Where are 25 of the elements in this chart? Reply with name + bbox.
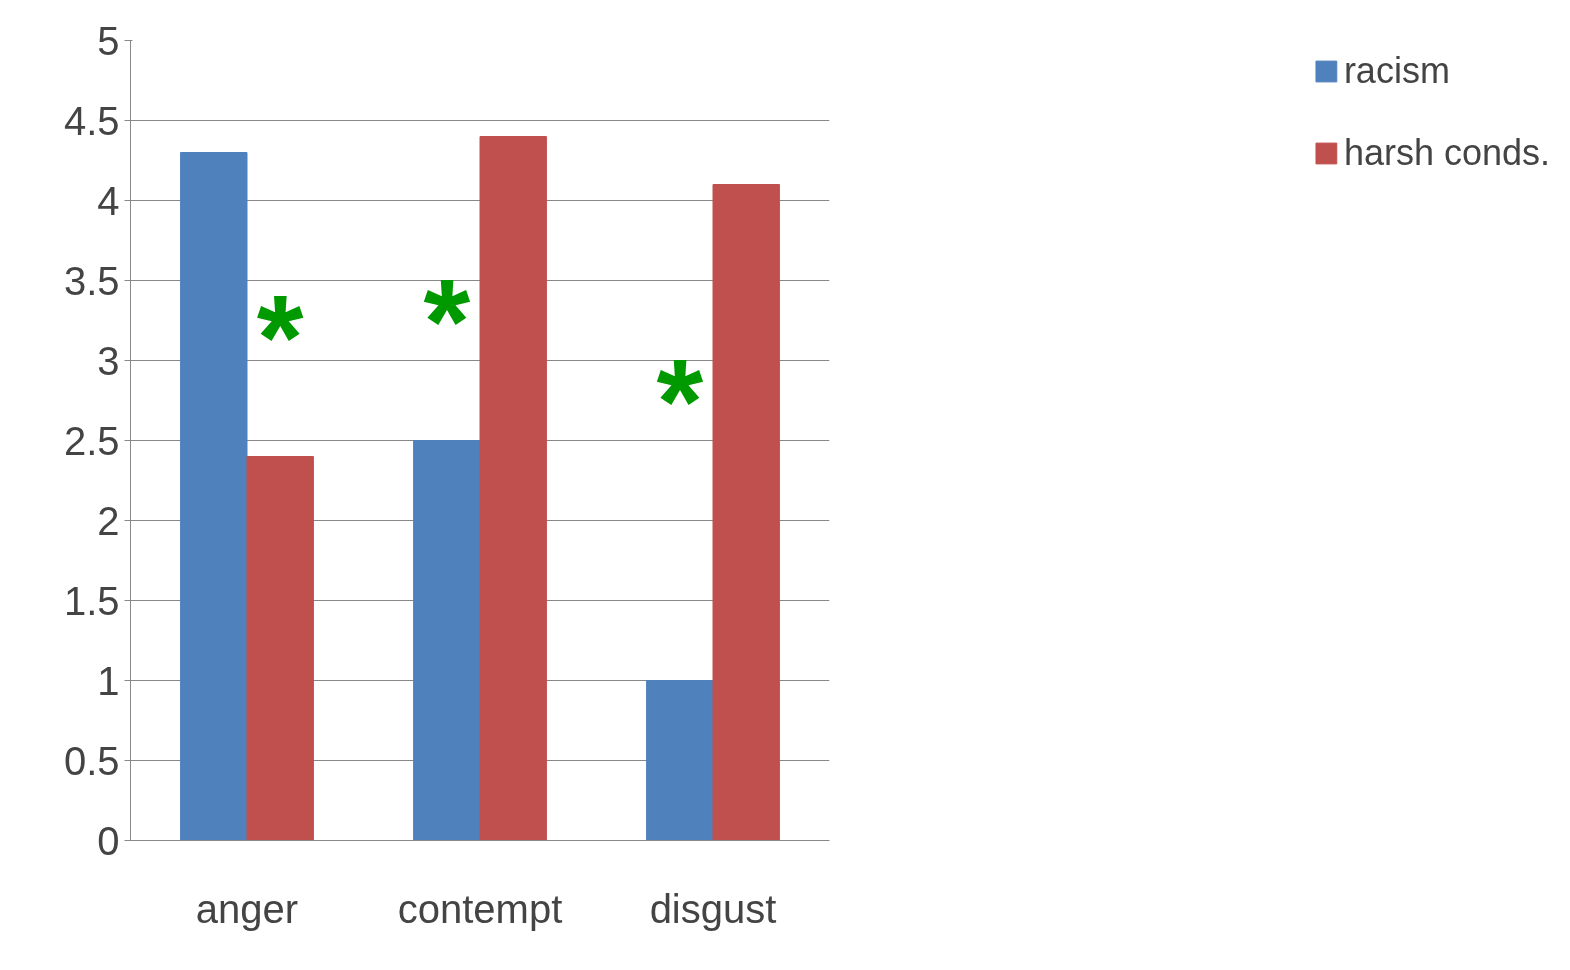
- y-tick-label: 0: [97, 818, 120, 863]
- x-tick-label: contempt: [397, 886, 563, 931]
- y-tick-label: 1: [97, 658, 120, 703]
- y-tick-label: 1.5: [63, 578, 120, 623]
- y-tick-label: 5: [97, 18, 120, 63]
- annotation: *: [423, 253, 471, 388]
- annotation: *: [656, 333, 704, 468]
- x-tick-label: anger: [195, 886, 299, 931]
- bar: [712, 184, 780, 841]
- annotation: *: [256, 269, 304, 404]
- y-tick-label: 3: [97, 338, 120, 383]
- legend-label: racism: [1343, 50, 1450, 92]
- y-tick-label: 0.5: [63, 738, 120, 783]
- bar: [413, 440, 481, 841]
- y-tick-label: 3.5: [63, 258, 120, 303]
- legend-label: harsh conds.: [1343, 132, 1550, 174]
- y-tick-label: 2.5: [63, 418, 120, 463]
- bar: [180, 152, 248, 841]
- y-tick-label: 4.5: [63, 98, 120, 143]
- x-tick-label: disgust: [649, 886, 777, 931]
- y-tick-label: 2: [97, 498, 120, 543]
- bar: [246, 456, 314, 841]
- bar: [646, 680, 714, 841]
- y-tick-label: 4: [97, 178, 120, 223]
- bar: [479, 136, 547, 841]
